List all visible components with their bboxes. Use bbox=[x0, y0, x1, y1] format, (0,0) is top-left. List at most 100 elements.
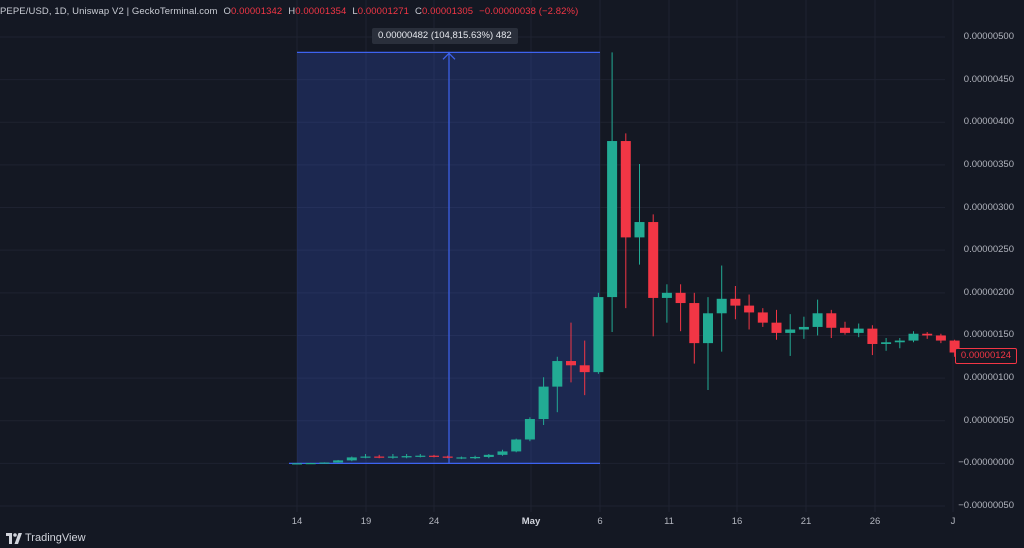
candle[interactable] bbox=[840, 321, 850, 335]
candle-body bbox=[346, 457, 357, 461]
candle-body bbox=[333, 460, 344, 463]
price-tick-label: 0.00000250 bbox=[963, 244, 1014, 256]
candle[interactable] bbox=[292, 463, 302, 465]
candle-body bbox=[935, 335, 946, 341]
close-key: C bbox=[415, 6, 422, 17]
candle-body bbox=[566, 361, 576, 366]
candle-body bbox=[415, 455, 426, 457]
time-tick-label: 26 bbox=[869, 516, 881, 527]
candle[interactable] bbox=[908, 331, 919, 343]
candle[interactable] bbox=[812, 299, 823, 336]
candle[interactable] bbox=[634, 164, 645, 265]
high-value: 0.00001354 bbox=[295, 6, 347, 17]
candle[interactable] bbox=[716, 265, 727, 352]
candle-body bbox=[524, 419, 535, 440]
candle-body bbox=[620, 141, 631, 238]
candle[interactable] bbox=[648, 214, 659, 337]
candle[interactable] bbox=[497, 449, 508, 456]
low-value: 0.00001271 bbox=[357, 6, 409, 17]
candle-body bbox=[771, 322, 782, 333]
symbol-legend[interactable]: PEPE/USD, 1D, Uniswap V2 | GeckoTerminal… bbox=[0, 5, 578, 19]
symbol-title[interactable]: PEPE/USD, 1D, Uniswap V2 | GeckoTerminal… bbox=[0, 6, 218, 17]
candle[interactable] bbox=[470, 455, 481, 460]
candle[interactable] bbox=[949, 339, 960, 357]
candle[interactable] bbox=[593, 292, 604, 374]
candle[interactable] bbox=[661, 284, 672, 323]
tradingview-brand[interactable]: TradingView bbox=[25, 532, 86, 544]
tradingview-logo-icon[interactable] bbox=[6, 533, 22, 544]
candle-body bbox=[949, 340, 960, 353]
candle[interactable] bbox=[524, 417, 535, 442]
candle[interactable] bbox=[305, 462, 316, 465]
candle[interactable] bbox=[483, 453, 494, 459]
open-key: O bbox=[223, 6, 232, 17]
candle[interactable] bbox=[346, 456, 357, 462]
candle[interactable] bbox=[675, 284, 686, 332]
candle-body bbox=[798, 326, 809, 330]
price-tick-label: −0.00000000 bbox=[958, 457, 1014, 469]
candle[interactable] bbox=[374, 454, 385, 459]
open-value: 0.00001342 bbox=[231, 6, 283, 17]
candle-body bbox=[661, 292, 672, 298]
time-tick-label: 19 bbox=[360, 516, 372, 527]
candle[interactable] bbox=[442, 455, 453, 459]
close-value: 0.00001305 bbox=[421, 6, 474, 17]
candle[interactable] bbox=[771, 309, 782, 340]
candle[interactable] bbox=[538, 377, 549, 425]
candle-body bbox=[429, 455, 439, 457]
candle-body bbox=[374, 456, 385, 458]
candle[interactable] bbox=[401, 453, 412, 459]
time-tick-label: 21 bbox=[800, 516, 812, 527]
candle[interactable] bbox=[894, 338, 905, 349]
candle-body bbox=[319, 462, 330, 464]
candle[interactable] bbox=[429, 454, 439, 458]
candle[interactable] bbox=[579, 340, 590, 396]
candle[interactable] bbox=[333, 459, 344, 463]
candle[interactable] bbox=[826, 309, 837, 339]
time-tick-label: May bbox=[521, 516, 541, 527]
candle[interactable] bbox=[853, 323, 864, 338]
time-tick-label: 24 bbox=[428, 516, 440, 527]
price-tick-label: −0.00000050 bbox=[958, 500, 1014, 511]
price-tick-label: 0.00000200 bbox=[963, 286, 1014, 298]
price-tick-label: 0.00000350 bbox=[963, 158, 1014, 170]
candle[interactable] bbox=[319, 462, 330, 464]
candle[interactable] bbox=[620, 133, 631, 309]
candle-body bbox=[483, 454, 494, 457]
candle[interactable] bbox=[360, 453, 371, 459]
candle-body bbox=[840, 327, 850, 333]
candle[interactable] bbox=[798, 316, 809, 339]
candle[interactable] bbox=[881, 338, 892, 351]
candle[interactable] bbox=[922, 332, 933, 339]
candle[interactable] bbox=[703, 297, 713, 391]
measure-arrowhead-icon bbox=[442, 52, 456, 60]
low-key: L bbox=[352, 6, 358, 17]
price-tick-label: 0.00000300 bbox=[963, 201, 1014, 213]
candle[interactable] bbox=[552, 356, 563, 413]
candle-body bbox=[305, 463, 316, 465]
candle-body bbox=[853, 328, 864, 333]
candle[interactable] bbox=[730, 285, 741, 320]
candle-body bbox=[757, 312, 768, 323]
candle[interactable] bbox=[867, 325, 878, 356]
current-price-tag: 0.00000124 bbox=[955, 348, 1017, 364]
candle[interactable] bbox=[935, 333, 946, 344]
candle-body bbox=[456, 457, 467, 459]
candle[interactable] bbox=[566, 322, 576, 383]
candle[interactable] bbox=[415, 453, 426, 458]
candle-body bbox=[497, 451, 508, 455]
candle[interactable] bbox=[744, 294, 755, 330]
candles bbox=[292, 52, 987, 465]
candle[interactable] bbox=[387, 453, 398, 459]
candle[interactable] bbox=[456, 456, 467, 460]
candle[interactable] bbox=[511, 438, 522, 453]
candle-body bbox=[387, 456, 398, 458]
candle[interactable] bbox=[757, 308, 768, 327]
candle[interactable] bbox=[607, 52, 618, 333]
candle[interactable] bbox=[785, 314, 796, 356]
candle-body bbox=[826, 313, 837, 328]
candle-body bbox=[867, 328, 878, 344]
candle[interactable] bbox=[689, 292, 700, 364]
